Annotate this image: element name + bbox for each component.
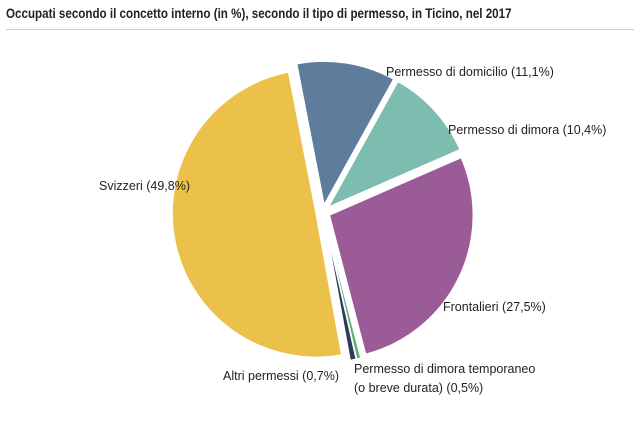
title-divider	[6, 29, 634, 30]
label-permesso-domicilio: Permesso di domicilio (11,1%)	[386, 65, 554, 79]
pie-slice-frontalieri	[328, 156, 475, 356]
label-dimora-temporaneo-line2: (o breve durata) (0,5%)	[354, 381, 483, 395]
pie-slice-permesso-di-dimora	[326, 80, 462, 209]
pie-slice-permesso-di-domicilio	[295, 60, 395, 208]
chart-title: Occupati secondo il concetto interno (in…	[6, 6, 512, 21]
label-permesso-dimora: Permesso di dimora (10,4%)	[448, 123, 606, 137]
label-dimora-temporaneo-line1: Permesso di dimora temporaneo	[354, 362, 535, 376]
pie-slice-altri-permessi	[323, 218, 358, 362]
label-altri-permessi: Altri permessi (0,7%)	[223, 369, 339, 383]
pie-slice-svizzeri	[171, 71, 343, 358]
label-frontalieri: Frontalieri (27,5%)	[443, 300, 546, 314]
pie-slices	[171, 60, 475, 362]
pie-labels: Permesso di domicilio (11,1%) Permesso d…	[99, 65, 606, 395]
label-svizzeri: Svizzeri (49,8%)	[99, 179, 190, 193]
